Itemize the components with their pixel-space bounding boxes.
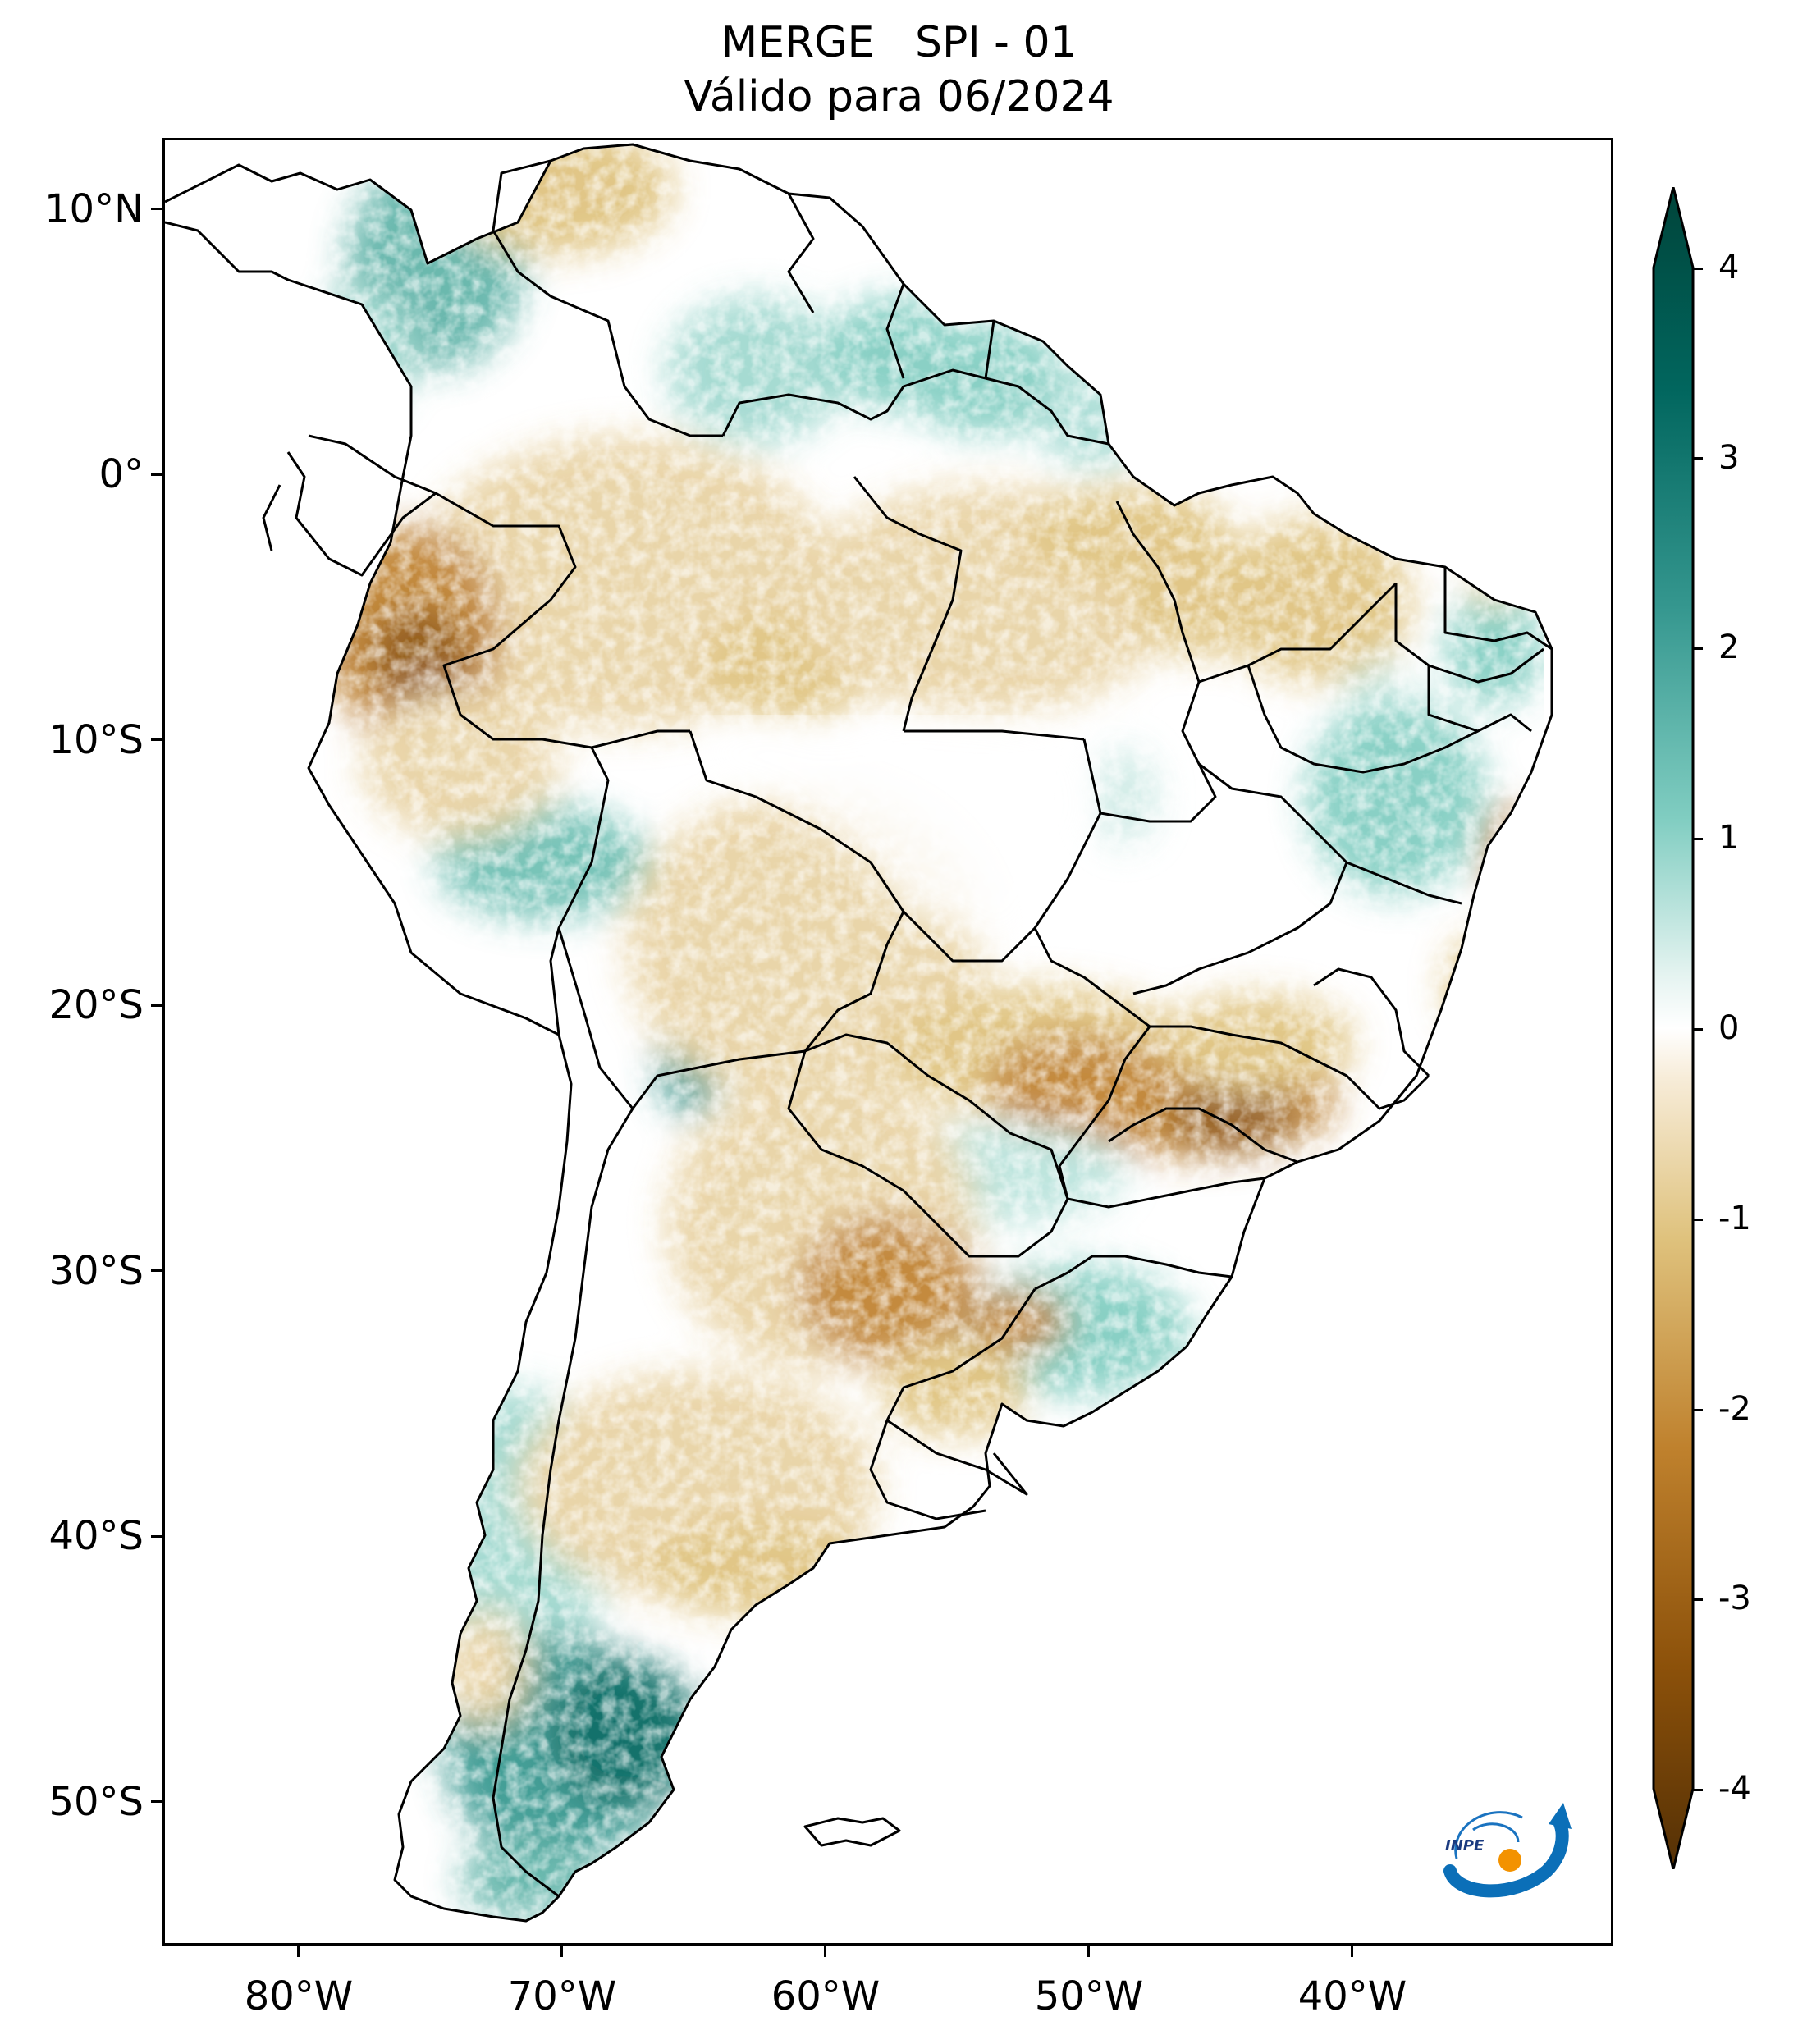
- colorbar-tick: [1693, 647, 1703, 650]
- colorbar-label-minus-2: -2: [1718, 1390, 1751, 1428]
- inpe-logo-text: INPE: [1445, 1837, 1485, 1854]
- lat-tick: [151, 208, 162, 210]
- colorbar-label-4: 4: [1718, 249, 1740, 286]
- lon-label-40w: 40°W: [1297, 1973, 1407, 2019]
- colorbar-label-0: 0: [1718, 1009, 1740, 1047]
- lon-label-70w: 70°W: [507, 1973, 617, 2019]
- lat-tick: [151, 473, 162, 476]
- colorbar-label-minus-4: -4: [1718, 1770, 1751, 1808]
- lon-tick: [297, 1946, 300, 1957]
- lat-label-10n: 10°N: [44, 186, 144, 232]
- lat-tick: [151, 1269, 162, 1272]
- colorbar-tick: [1693, 457, 1703, 460]
- lat-tick: [151, 1800, 162, 1803]
- colorbar-tick: [1693, 1219, 1703, 1221]
- lon-label-50w: 50°W: [1034, 1973, 1144, 2019]
- lat-label-10s: 10°S: [48, 717, 144, 763]
- south-america-map: [165, 143, 1553, 1923]
- lat-label-20s: 20°S: [48, 982, 144, 1028]
- lat-tick: [151, 1535, 162, 1538]
- lat-label-30s: 30°S: [48, 1248, 144, 1294]
- lon-label-80w: 80°W: [244, 1973, 354, 2019]
- colorbar-tick: [1693, 1409, 1703, 1411]
- lat-label-40s: 40°S: [48, 1513, 144, 1559]
- inpe-logo: INPE: [1443, 1803, 1572, 1898]
- lat-label-0: 0°: [98, 451, 144, 497]
- lon-label-60w: 60°W: [771, 1973, 881, 2019]
- colorbar-gradient: [1652, 187, 1695, 1869]
- colorbar-tick: [1693, 1598, 1703, 1601]
- colorbar-label-minus-1: -1: [1718, 1200, 1751, 1237]
- lon-tick: [824, 1946, 826, 1957]
- lat-tick: [151, 1004, 162, 1007]
- colorbar-label-3: 3: [1718, 439, 1740, 477]
- lon-tick: [1087, 1946, 1090, 1957]
- map-title-line-2: Válido para 06/2024: [684, 72, 1114, 121]
- colorbar-tick: [1693, 1789, 1703, 1791]
- colorbar-tick: [1693, 1028, 1703, 1031]
- lon-tick: [1351, 1946, 1353, 1957]
- lat-label-50s: 50°S: [48, 1779, 144, 1825]
- colorbar-label-2: 2: [1718, 629, 1740, 666]
- colorbar-label-minus-3: -3: [1718, 1580, 1751, 1617]
- map-frame: [162, 138, 1613, 1946]
- map-title-line-1: MERGE SPI - 01: [721, 18, 1077, 67]
- lon-tick: [560, 1946, 563, 1957]
- lat-tick: [151, 738, 162, 741]
- colorbar-label-1: 1: [1718, 819, 1740, 857]
- colorbar-tick: [1693, 268, 1703, 270]
- borders: [165, 143, 1553, 1923]
- colorbar-tick: [1693, 838, 1703, 840]
